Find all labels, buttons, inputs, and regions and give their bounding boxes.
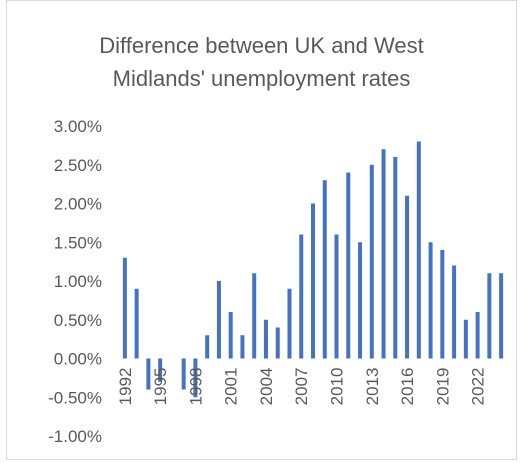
bar-2023	[487, 273, 492, 359]
x-tick-label: 2016	[398, 368, 417, 406]
bar-1995	[158, 358, 163, 382]
bar-2016	[405, 195, 410, 359]
y-tick-label: 1.50%	[54, 233, 102, 252]
y-tick-label: 3.00%	[54, 117, 102, 136]
x-tick-label: 1992	[116, 368, 135, 406]
bar-2003	[252, 273, 257, 359]
plot-svg: 3.00% 2.50% 2.00% 1.50% 1.00% 0.50% 0.00% -0.50…	[48, 117, 504, 446]
bar-2008	[311, 203, 315, 359]
x-tick-label: 2013	[363, 368, 382, 406]
bar-1997	[181, 358, 186, 390]
y-tick-label: 0.00%	[54, 350, 102, 369]
bar-2001	[228, 312, 233, 359]
bar-2019	[440, 250, 445, 359]
bar-2012	[358, 242, 363, 359]
chart-title-line-2: Midlands' unemployment rates	[112, 66, 411, 91]
y-tick-label: -1.00%	[48, 427, 102, 446]
bar-2000	[216, 281, 221, 359]
y-tick-label: 2.00%	[54, 195, 102, 214]
bar-2010	[334, 234, 339, 359]
bar-2018	[428, 242, 433, 359]
bar-2005	[275, 327, 280, 359]
bar-2011	[346, 172, 351, 359]
y-tick-label: 0.50%	[54, 311, 102, 330]
bar-2002	[240, 335, 245, 359]
bar-2021	[463, 319, 468, 359]
bar-1999	[205, 335, 210, 359]
chart-area: Difference between UK and West Midlands'…	[6, 0, 517, 460]
y-tick-label: 2.50%	[54, 156, 102, 175]
chart-title-line-1: Difference between UK and West	[99, 33, 424, 58]
chart-title: Difference between UK and West Midlands'…	[7, 29, 516, 95]
bar-2009	[322, 180, 327, 359]
bar-2014	[381, 149, 386, 359]
x-tick-label: 2004	[257, 368, 276, 406]
bar-2007	[299, 234, 304, 359]
bar-2022	[475, 312, 480, 359]
x-tick-label: 2007	[292, 368, 311, 406]
bar-2017	[416, 141, 421, 359]
x-tick-label: 1995	[151, 368, 170, 406]
bar-2006	[287, 288, 292, 359]
x-tick-label: 2022	[469, 368, 488, 406]
bar-2015	[393, 157, 398, 359]
bar-1992	[122, 257, 127, 359]
bar-2004	[263, 319, 268, 359]
y-tick-label: 1.00%	[54, 272, 102, 291]
bar-1993	[134, 288, 139, 359]
bar-2013	[369, 164, 374, 359]
bar-2020	[452, 265, 457, 359]
x-tick-label: 2001	[222, 368, 241, 406]
x-tick-label: 1998	[186, 368, 205, 406]
x-tick-label: 2019	[433, 368, 452, 406]
bar-1998	[193, 358, 198, 398]
bar-1994	[146, 358, 151, 390]
bar-2024	[499, 273, 504, 359]
x-tick-label: 2010	[328, 368, 347, 406]
y-tick-label: -0.50%	[48, 388, 102, 407]
